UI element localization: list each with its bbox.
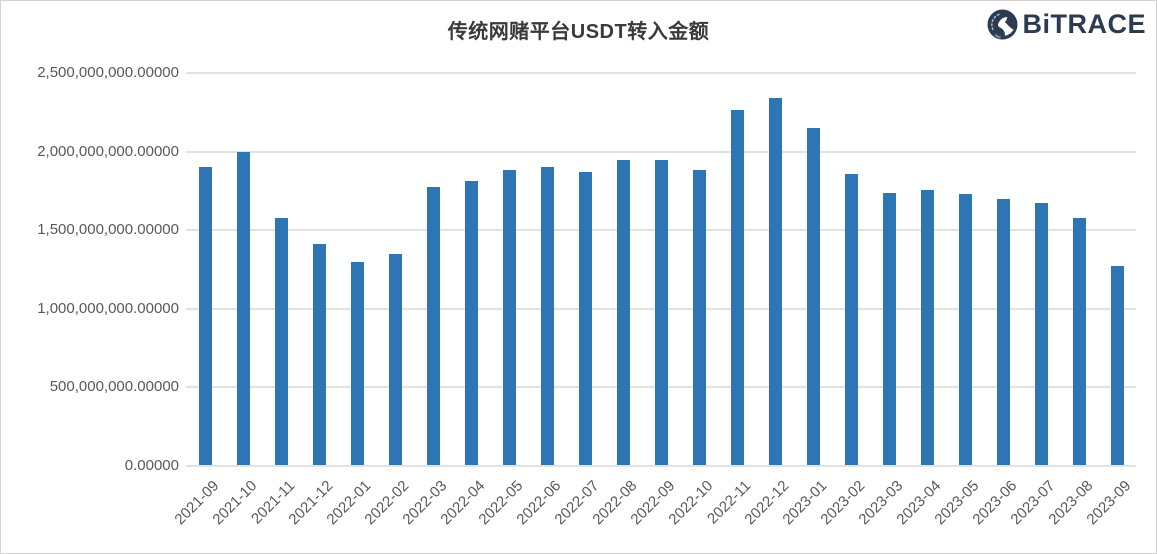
gridline	[186, 72, 1136, 74]
bar	[1034, 202, 1048, 465]
y-tick-label: 2,000,000,000.00000	[37, 142, 179, 160]
bar	[236, 151, 250, 465]
bar	[730, 109, 744, 465]
bar	[654, 160, 668, 465]
bar	[312, 243, 326, 465]
bar	[426, 186, 440, 465]
gridline	[186, 150, 1136, 153]
bar	[540, 166, 554, 465]
y-tick-label: 0.00000	[124, 457, 179, 474]
bar	[388, 253, 402, 465]
bar	[692, 169, 706, 465]
bar	[920, 190, 934, 465]
y-tick-label: 500,000,000.00000	[49, 378, 179, 396]
brand-logo: BiTRACE	[986, 9, 1147, 40]
bar	[806, 128, 820, 465]
y-tick-label: 1,000,000,000.00000	[37, 299, 179, 317]
bitrace-globe-icon	[986, 9, 1018, 40]
bar	[578, 172, 592, 465]
y-tick-label: 2,500,000,000.00000	[37, 64, 179, 81]
bar	[274, 218, 288, 465]
x-axis-baseline	[186, 465, 1136, 467]
bar	[616, 160, 630, 465]
y-tick-label: 1,500,000,000.00000	[37, 221, 179, 239]
bar	[502, 170, 516, 465]
bar	[1072, 217, 1086, 465]
chart-title: 传统网赌平台USDT转入金额	[447, 21, 710, 43]
bar	[844, 174, 858, 465]
bar	[1110, 266, 1124, 465]
bar	[198, 167, 212, 465]
bar	[996, 198, 1010, 465]
bar	[464, 180, 478, 465]
bar	[958, 194, 972, 465]
bar	[350, 261, 364, 465]
bar	[768, 98, 782, 465]
brand-name: BiTRACE	[1022, 9, 1146, 39]
bar	[882, 193, 896, 465]
